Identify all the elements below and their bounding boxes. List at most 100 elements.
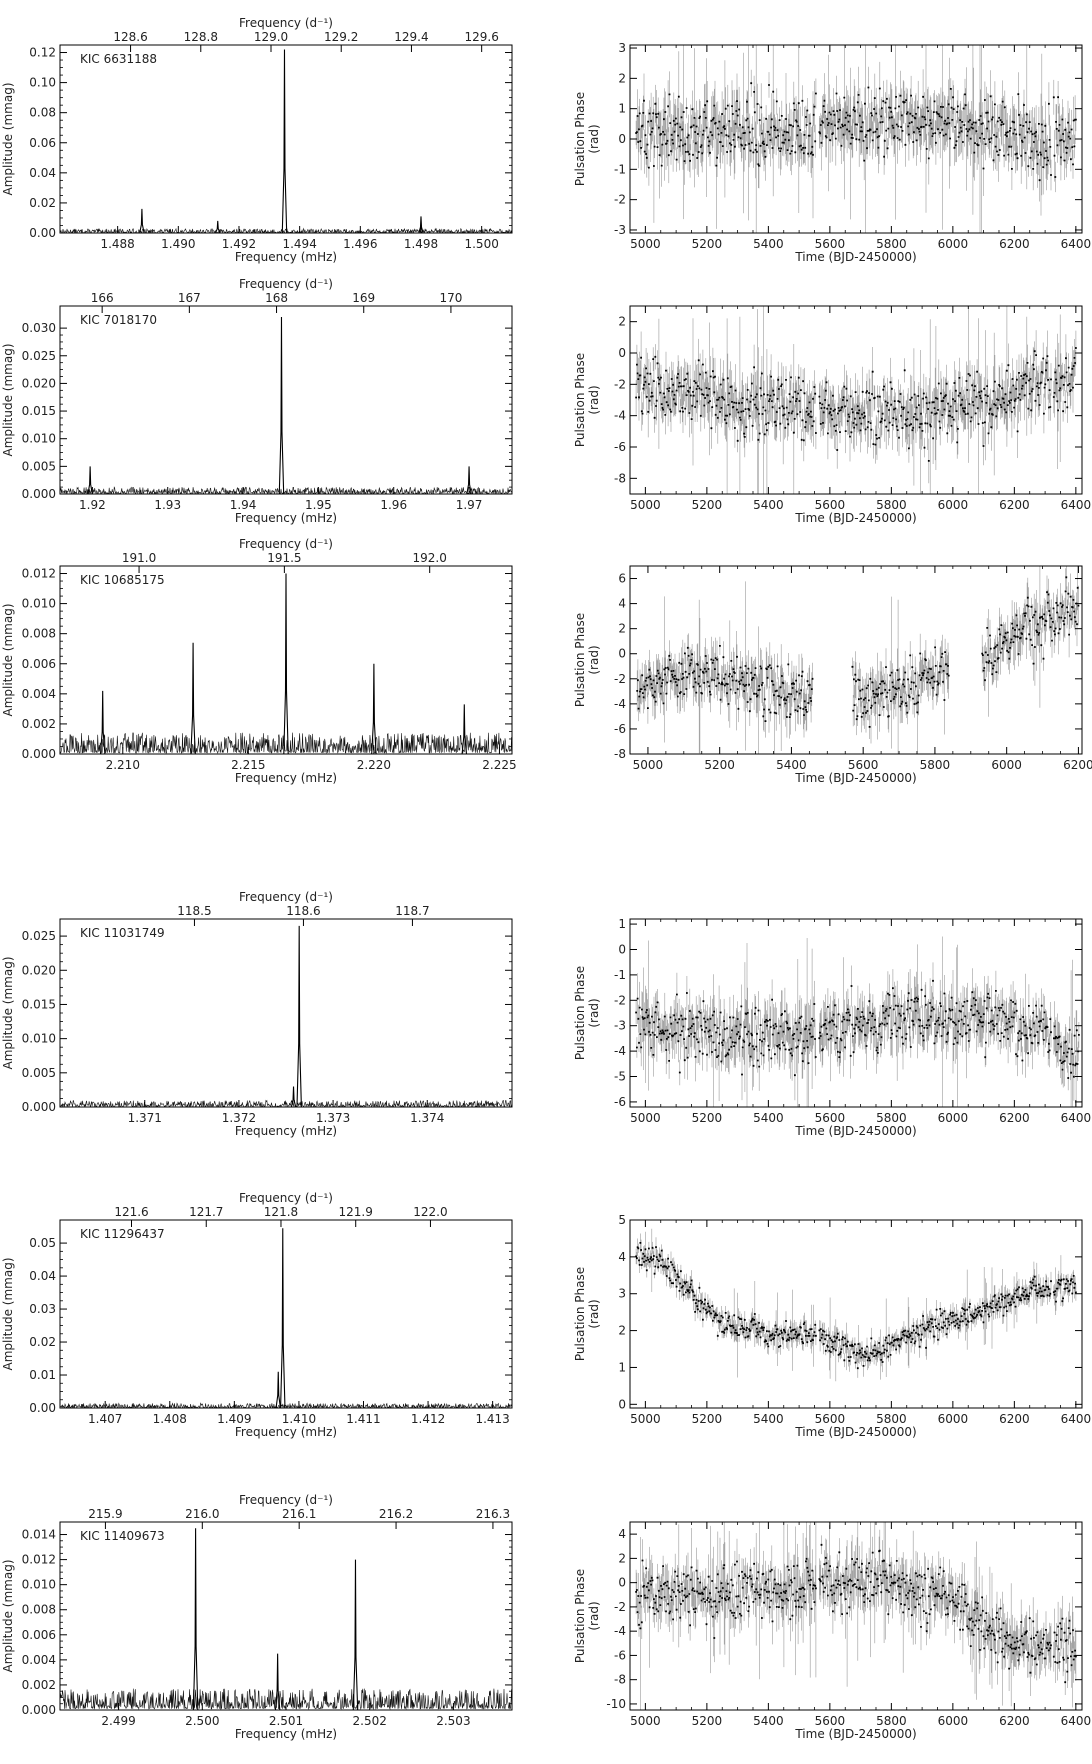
y-tick-label: 0.012	[22, 567, 56, 581]
plot-frame	[629, 918, 1083, 1108]
phase-points	[635, 82, 1077, 182]
y-tick-label: 0.000	[22, 1703, 56, 1717]
y-tick-label: -8	[614, 1673, 626, 1687]
y-tick-label: -1	[614, 968, 626, 982]
y-tick-label: 0	[618, 132, 626, 146]
x-tick-label: 6200	[1063, 758, 1092, 772]
x-tick-label: 1.410	[282, 1412, 316, 1426]
plot-frame	[629, 1219, 1083, 1409]
y-tick-label: -4	[614, 409, 626, 423]
phase-points	[635, 1543, 1077, 1684]
x2-axis-label: Frequency (d⁻¹)	[239, 277, 333, 291]
plot-frame	[629, 565, 1083, 755]
plot-frame	[629, 1521, 1083, 1711]
x-tick-label: 5200	[692, 237, 723, 251]
x2-tick-label: 170	[439, 291, 462, 305]
y-tick-label: 0.006	[22, 657, 56, 671]
y-tick-label: -4	[614, 697, 626, 711]
y-axis-label: Pulsation Phase(rad)	[573, 1569, 601, 1663]
peak	[280, 1228, 286, 1409]
y-tick-label: 0.010	[22, 432, 56, 446]
x2-tick-label: 118.6	[286, 904, 320, 918]
y-axis-label: Amplitude (mmag)	[1, 1559, 15, 1672]
x-tick-label: 6400	[1061, 1714, 1092, 1728]
x-tick-label: 5200	[692, 498, 723, 512]
plot-frame	[59, 1521, 513, 1711]
peak	[352, 1559, 359, 1711]
x-tick-label: 5800	[876, 1111, 907, 1125]
x-tick-label: 2.220	[357, 758, 391, 772]
y-tick-label: 0.004	[22, 1653, 56, 1667]
y-tick-label: 0	[618, 647, 626, 661]
x2-tick-label: 216.1	[282, 1507, 316, 1521]
x-axis-label: Time (BJD-2450000)	[794, 250, 916, 264]
x-tick-label: 1.498	[404, 237, 438, 251]
y-tick-label: -8	[614, 471, 626, 485]
peak	[274, 1653, 281, 1711]
y-tick-label: 0.010	[22, 1578, 56, 1592]
x-tick-label: 5600	[815, 1412, 846, 1426]
y-tick-label: 0.02	[29, 1335, 56, 1349]
star-label: KIC 11296437	[80, 1227, 165, 1241]
phase-points	[635, 979, 1080, 1079]
y-tick-label: 2	[618, 1324, 626, 1338]
x2-tick-label: 118.7	[395, 904, 429, 918]
peak	[418, 216, 424, 234]
x-tick-label: 5400	[753, 1412, 784, 1426]
x-axis-label: Frequency (mHz)	[235, 1425, 337, 1439]
y-tick-label: -3	[614, 223, 626, 237]
phase-panel: -8 -6 -4 -2 0 2 4 6 5000 5200 5400 5600 5800 6000 6200…	[573, 565, 1092, 785]
x2-tick-label: 129.2	[324, 30, 358, 44]
x-tick-label: 5400	[776, 758, 807, 772]
y-tick-label: -6	[614, 1095, 626, 1109]
plot-frame	[59, 565, 513, 755]
y-tick-label: 0.00	[29, 1401, 56, 1415]
x-tick-label: 1.96	[380, 498, 407, 512]
x-tick-label: 1.412	[411, 1412, 445, 1426]
x-tick-label: 6200	[999, 1714, 1030, 1728]
x-tick-label: 1.97	[456, 498, 483, 512]
x-tick-label: 5800	[920, 758, 951, 772]
y-tick-label: 0.014	[22, 1528, 56, 1542]
x2-tick-label: 118.5	[177, 904, 211, 918]
noise-spectrum	[60, 1099, 512, 1107]
y-tick-label: 0	[618, 1397, 626, 1411]
y-tick-label: 0	[618, 942, 626, 956]
y-tick-label: 0.005	[22, 459, 56, 473]
peak	[296, 925, 302, 1108]
x2-tick-label: 129.6	[464, 30, 498, 44]
plot-frame	[629, 305, 1083, 495]
x-tick-label: 5000	[630, 1111, 661, 1125]
x-tick-label: 2.499	[101, 1714, 135, 1728]
x-tick-label: 2.500	[185, 1714, 219, 1728]
x2-tick-label: 121.8	[264, 1205, 298, 1219]
peak	[283, 573, 289, 755]
y-tick-label: 0.012	[22, 1553, 56, 1567]
peak	[278, 317, 285, 495]
y-tick-label: 1	[618, 102, 626, 116]
y-tick-label: 4	[618, 597, 626, 611]
x-tick-label: 6400	[1061, 237, 1092, 251]
x-tick-label: 1.496	[343, 237, 377, 251]
x-axis-label: Time (BJD-2450000)	[794, 1425, 916, 1439]
x2-tick-label: 215.9	[88, 1507, 122, 1521]
y-tick-label: -2	[614, 1600, 626, 1614]
peak	[461, 704, 468, 755]
x-tick-label: 5600	[815, 498, 846, 512]
y-tick-label: -5	[614, 1070, 626, 1084]
x-tick-label: 6000	[938, 1111, 969, 1125]
x-tick-label: 1.373	[316, 1111, 350, 1125]
x2-tick-label: 129.4	[394, 30, 428, 44]
phase-panel: -3 -2 -1 0 1 2 3 5000 5200 5400 5600 5800 6000 6200 64…	[573, 41, 1092, 264]
x-tick-label: 6400	[1061, 498, 1092, 512]
y-tick-label: 1	[618, 917, 626, 931]
x2-tick-label: 168	[265, 291, 288, 305]
y-tick-label: 0.06	[29, 136, 56, 150]
phase-panel: -6 -5 -4 -3 -2 -1 0 1 5000 5200 5400 5600 5800 6000 62…	[573, 917, 1091, 1138]
x-tick-label: 5600	[815, 1714, 846, 1728]
star-label: KIC 6631188	[80, 52, 157, 66]
y-tick-label: 4	[618, 1250, 626, 1264]
x-tick-label: 2.503	[436, 1714, 470, 1728]
plot-frame	[59, 1219, 513, 1409]
y-tick-label: 0.10	[29, 76, 56, 90]
